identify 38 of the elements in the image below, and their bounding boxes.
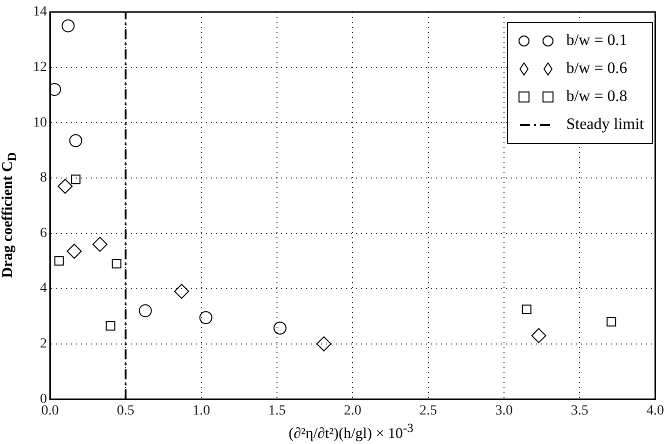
point bbox=[522, 304, 532, 314]
point bbox=[199, 311, 212, 324]
point bbox=[58, 178, 73, 194]
x-tick-label: 2.5 bbox=[420, 403, 438, 418]
x-tick-label: 4.0 bbox=[646, 403, 664, 418]
point bbox=[606, 317, 616, 327]
legend-label: b/w = 0.8 bbox=[566, 88, 628, 106]
point bbox=[316, 336, 332, 352]
x-tick-label: 1.5 bbox=[268, 403, 286, 418]
point bbox=[138, 304, 152, 318]
point bbox=[273, 322, 286, 335]
point bbox=[62, 19, 75, 32]
point bbox=[174, 284, 190, 299]
point bbox=[69, 134, 82, 148]
x-tick-label: 0.0 bbox=[41, 403, 59, 418]
y-tick-label: 14 bbox=[33, 4, 47, 20]
y-tick-label: 12 bbox=[33, 60, 47, 75]
x-tick-label: 2.0 bbox=[344, 403, 362, 418]
legend-label: b/w = 0.1 bbox=[566, 32, 628, 50]
point bbox=[112, 258, 122, 268]
y-tick-label: 2 bbox=[40, 336, 47, 352]
y-tick-label: 8 bbox=[40, 170, 47, 186]
legend-label: b/w = 0.6 bbox=[566, 60, 628, 78]
point bbox=[531, 328, 546, 344]
x-tick-label: 3.0 bbox=[495, 403, 513, 418]
x-tick-label: 0.5 bbox=[116, 403, 134, 418]
point bbox=[106, 321, 116, 331]
point bbox=[70, 174, 80, 184]
x-axis-title: (∂²η/∂t²)(h/gl) × 10$^{-3}$ bbox=[288, 421, 414, 443]
point bbox=[54, 256, 64, 266]
legend-label: Steady limit bbox=[566, 116, 644, 134]
y-tick-label: 4 bbox=[40, 281, 47, 296]
y-tick-label: 6 bbox=[40, 226, 47, 241]
y-tick-label: 10 bbox=[33, 115, 47, 130]
x-tick-label: 3.5 bbox=[570, 403, 588, 418]
point bbox=[66, 244, 82, 259]
x-tick-label: 1.0 bbox=[192, 403, 210, 418]
point bbox=[92, 236, 108, 252]
